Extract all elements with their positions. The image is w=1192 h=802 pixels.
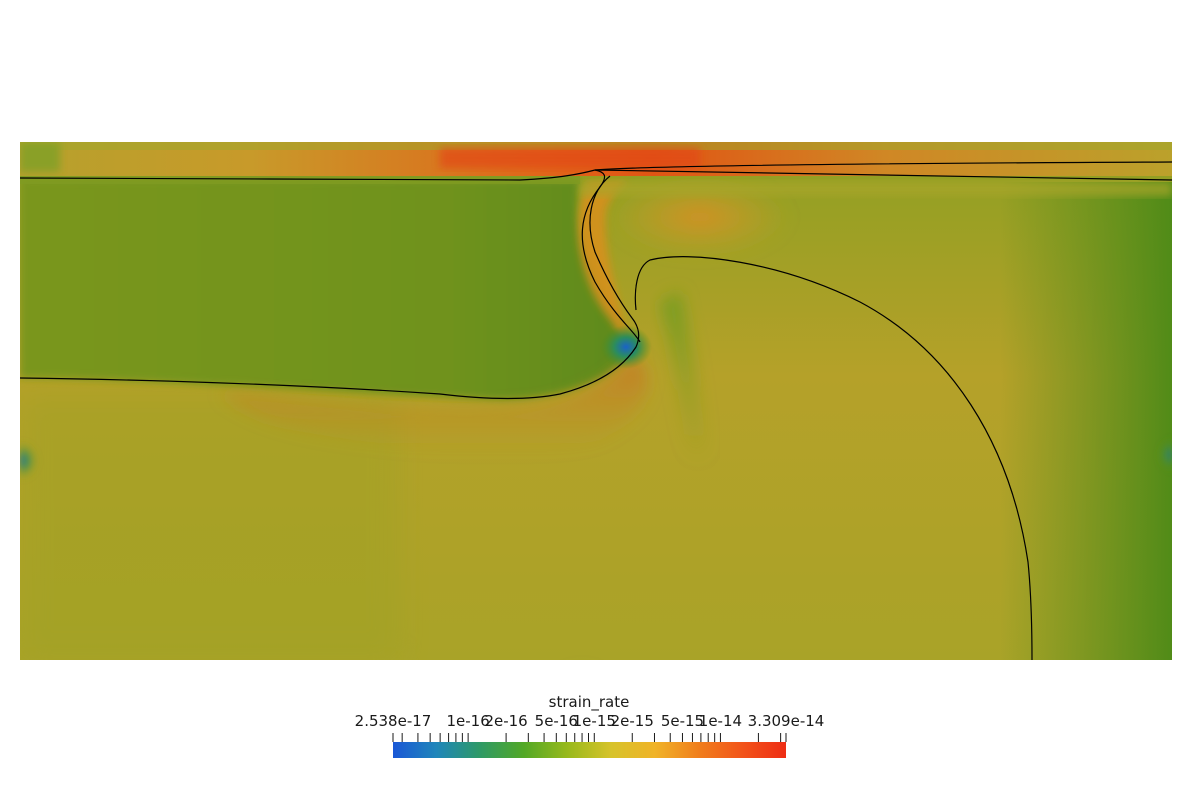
colorbar-tick-label: 1e-16 — [446, 712, 489, 730]
colorbar-tick-label: 2e-15 — [611, 712, 654, 730]
colorbar-tick-label: 1e-14 — [699, 712, 742, 730]
colorbar-gradient-bar — [393, 742, 786, 758]
colorbar-min-label: 2.538e-17 — [355, 712, 432, 730]
colorbar-tick-label: 1e-15 — [573, 712, 616, 730]
strain-rate-field — [20, 142, 1172, 660]
colorbar-tick-label: 2e-16 — [484, 712, 527, 730]
colorbar-tick-label: 5e-15 — [661, 712, 704, 730]
colorbar-ticks — [392, 733, 787, 742]
colorbar-tick-label: 5e-16 — [535, 712, 578, 730]
colorbar-title: strain_rate — [549, 693, 630, 712]
colorbar-max-label: 3.309e-14 — [748, 712, 825, 730]
